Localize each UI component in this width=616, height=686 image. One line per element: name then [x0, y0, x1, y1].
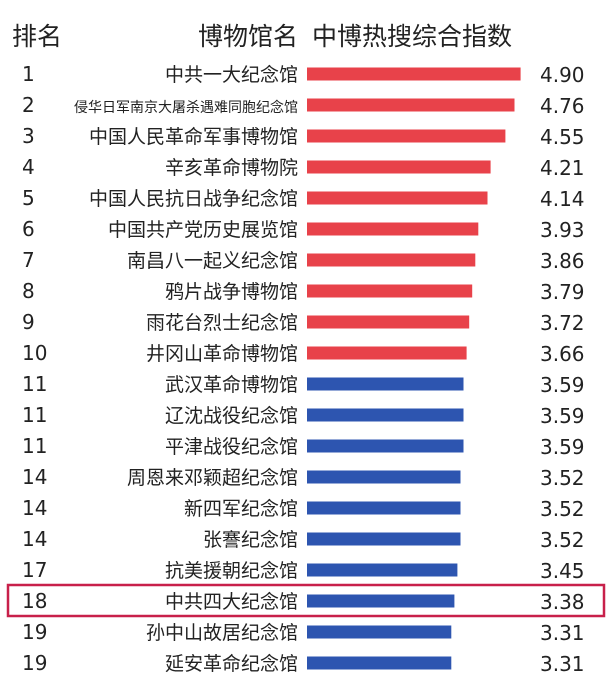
museum-name-label: 辽沈战役纪念馆	[165, 404, 298, 427]
value-label: 3.86	[540, 249, 585, 273]
rank-label: 19	[22, 620, 47, 644]
value-label: 4.14	[540, 187, 585, 211]
value-label: 3.38	[540, 590, 585, 614]
museum-name-label: 武汉革命博物馆	[165, 374, 298, 396]
museum-name-label: 周恩来邓颖超纪念馆	[127, 466, 298, 489]
value-label: 3.52	[540, 497, 585, 521]
rank-label: 3	[22, 124, 35, 148]
bar	[307, 656, 452, 670]
value-label: 3.59	[540, 404, 585, 428]
rank-label: 6	[22, 217, 35, 241]
value-label: 3.93	[540, 218, 585, 242]
value-label: 3.59	[540, 435, 585, 459]
museum-name-label: 张謇纪念馆	[203, 528, 298, 551]
museum-name-label: 井冈山革命博物馆	[146, 343, 298, 365]
bar	[307, 160, 491, 174]
rank-label: 14	[22, 465, 47, 489]
bar	[307, 98, 515, 112]
bar	[307, 67, 521, 81]
rank-label: 18	[22, 589, 47, 613]
rank-label: 2	[22, 93, 35, 117]
rank-label: 19	[22, 651, 47, 675]
museum-name-label: 中共四大纪念馆	[165, 590, 298, 613]
rank-label: 1	[22, 62, 35, 86]
rank-label: 11	[22, 372, 47, 396]
bar	[307, 191, 488, 205]
bar	[307, 439, 464, 453]
rank-label: 7	[22, 248, 35, 272]
header-museum-name: 博物馆名	[197, 22, 298, 51]
museum-name-label: 中共一大纪念馆	[165, 63, 298, 86]
value-label: 3.52	[540, 466, 585, 490]
value-label: 4.21	[540, 156, 585, 180]
museum-name-label: 延安革命纪念馆	[165, 652, 298, 675]
bar	[307, 532, 461, 546]
museum-name-label: 侵华日军南京大屠杀遇难同胞纪念馆	[74, 99, 298, 116]
value-label: 4.76	[540, 94, 585, 118]
museum-name-label: 中国人民革命军事博物馆	[89, 126, 298, 148]
bar	[307, 377, 464, 391]
header-rank: 排名	[12, 22, 63, 51]
value-label: 3.79	[540, 280, 585, 304]
value-label: 3.31	[540, 621, 585, 645]
museum-name-label: 抗美援朝纪念馆	[165, 559, 298, 582]
value-label: 3.66	[540, 342, 585, 366]
museum-name-label: 中国人民抗日战争纪念馆	[89, 187, 298, 210]
bar	[307, 594, 455, 608]
value-label: 3.72	[540, 311, 585, 335]
bar	[307, 284, 473, 298]
rank-label: 10	[22, 341, 47, 365]
rank-label: 5	[22, 186, 35, 210]
museum-name-label: 雨花台烈士纪念馆	[146, 311, 298, 334]
value-label: 3.52	[540, 528, 585, 552]
bar	[307, 129, 506, 143]
bar	[307, 253, 476, 267]
value-label: 3.45	[540, 559, 585, 583]
bar	[307, 346, 467, 360]
museum-name-label: 辛亥革命博物院	[165, 157, 298, 179]
bar	[307, 222, 479, 236]
museum-name-label: 中国共产党历史展览馆	[108, 219, 298, 241]
value-label: 3.31	[540, 652, 585, 676]
rank-label: 4	[22, 155, 35, 179]
rank-label: 11	[22, 403, 47, 427]
museum-name-label: 孙中山故居纪念馆	[146, 621, 298, 644]
museum-name-label: 南昌八一起义纪念馆	[127, 249, 298, 272]
bar	[307, 470, 461, 484]
header-index-name: 中博热搜综合指数	[312, 22, 513, 51]
bar	[307, 563, 458, 577]
museum-name-label: 鸦片战争博物馆	[165, 281, 298, 303]
rank-label: 11	[22, 434, 47, 458]
rank-label: 9	[22, 310, 35, 334]
museum-name-label: 平津战役纪念馆	[165, 435, 298, 458]
rank-label: 14	[22, 496, 47, 520]
bar	[307, 501, 461, 515]
bar	[307, 315, 470, 329]
bar	[307, 408, 464, 422]
value-label: 4.90	[540, 63, 585, 87]
value-label: 4.55	[540, 125, 585, 149]
highlight-row-box	[6, 583, 606, 618]
value-label: 3.59	[540, 373, 585, 397]
rank-label: 8	[22, 279, 35, 303]
museum-name-label: 新四军纪念馆	[184, 497, 298, 520]
bar	[307, 625, 452, 639]
rank-label: 17	[22, 558, 47, 582]
rank-label: 14	[22, 527, 47, 551]
